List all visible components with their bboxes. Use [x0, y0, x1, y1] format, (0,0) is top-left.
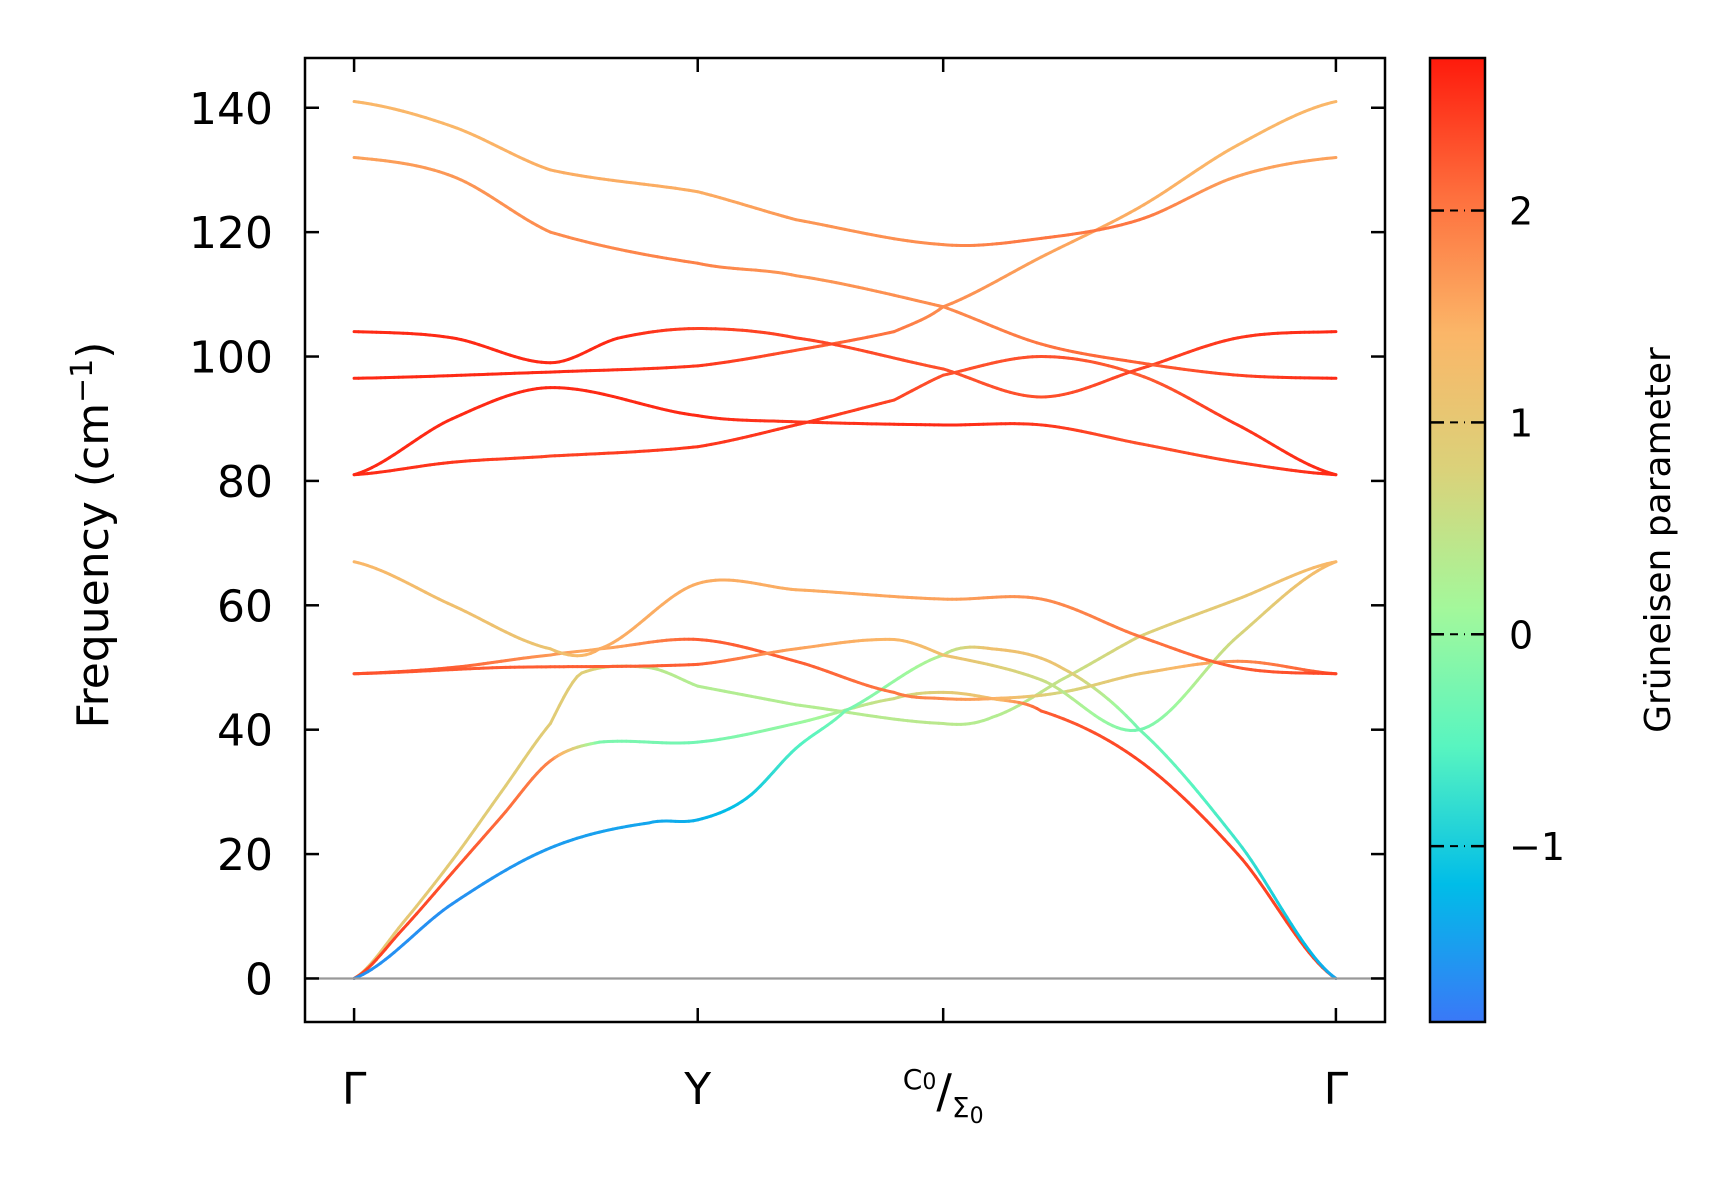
plot-frame — [303, 56, 1387, 1024]
y-tick-label: 100 — [189, 333, 273, 384]
x-tick-label: Y — [683, 1064, 711, 1115]
x-tick-label: C0/Σ0 — [903, 1063, 984, 1129]
colorbar-tick-label: 1 — [1509, 401, 1533, 445]
band-line — [352, 560, 1338, 732]
y-tick-label: 80 — [217, 457, 273, 508]
band-line — [352, 560, 1338, 676]
band-line — [352, 156, 1338, 380]
band-segment — [557, 695, 566, 708]
band-line — [352, 645, 1338, 980]
plot-border — [303, 56, 1387, 1024]
band-line — [352, 100, 1338, 248]
band-segment — [553, 704, 561, 716]
y-axis-title: Frequency (cm−1) — [65, 342, 119, 729]
band-line — [352, 560, 1338, 980]
band-segment — [548, 712, 557, 725]
y-tick-label: 0 — [245, 954, 273, 1005]
band-line — [352, 690, 1338, 980]
y-tick-label: 20 — [217, 830, 273, 881]
band-segment — [1329, 100, 1338, 105]
band-segment — [1329, 560, 1338, 566]
colorbar-tick-label: 0 — [1509, 613, 1533, 657]
colorbar-title: Grüneisen parameter — [1638, 347, 1679, 733]
y-ticks: 0 20 40 60 80 100 120 140 — [189, 84, 1385, 1005]
colorbar-tick-label: 2 — [1509, 190, 1533, 234]
y-tick-label: 140 — [189, 84, 273, 135]
y-tick-label: 60 — [217, 581, 273, 632]
x-tick-label: Γ — [1324, 1064, 1349, 1115]
band-line — [352, 100, 1338, 380]
y-tick-label: 120 — [189, 208, 273, 259]
y-tick-label: 40 — [217, 706, 273, 757]
x-tick-label: Γ — [342, 1064, 367, 1115]
band-segment — [562, 687, 570, 699]
colorbar-ticks: 2 1 0 −1 — [1430, 190, 1565, 869]
band-lines — [352, 100, 1338, 980]
x-ticks: Γ Y C0/Σ0 Γ — [342, 58, 1349, 1129]
band-line — [352, 327, 1338, 399]
colorbar-tick-label: −1 — [1509, 825, 1565, 869]
band-line — [352, 386, 1338, 477]
colorbar — [1428, 56, 1487, 1024]
